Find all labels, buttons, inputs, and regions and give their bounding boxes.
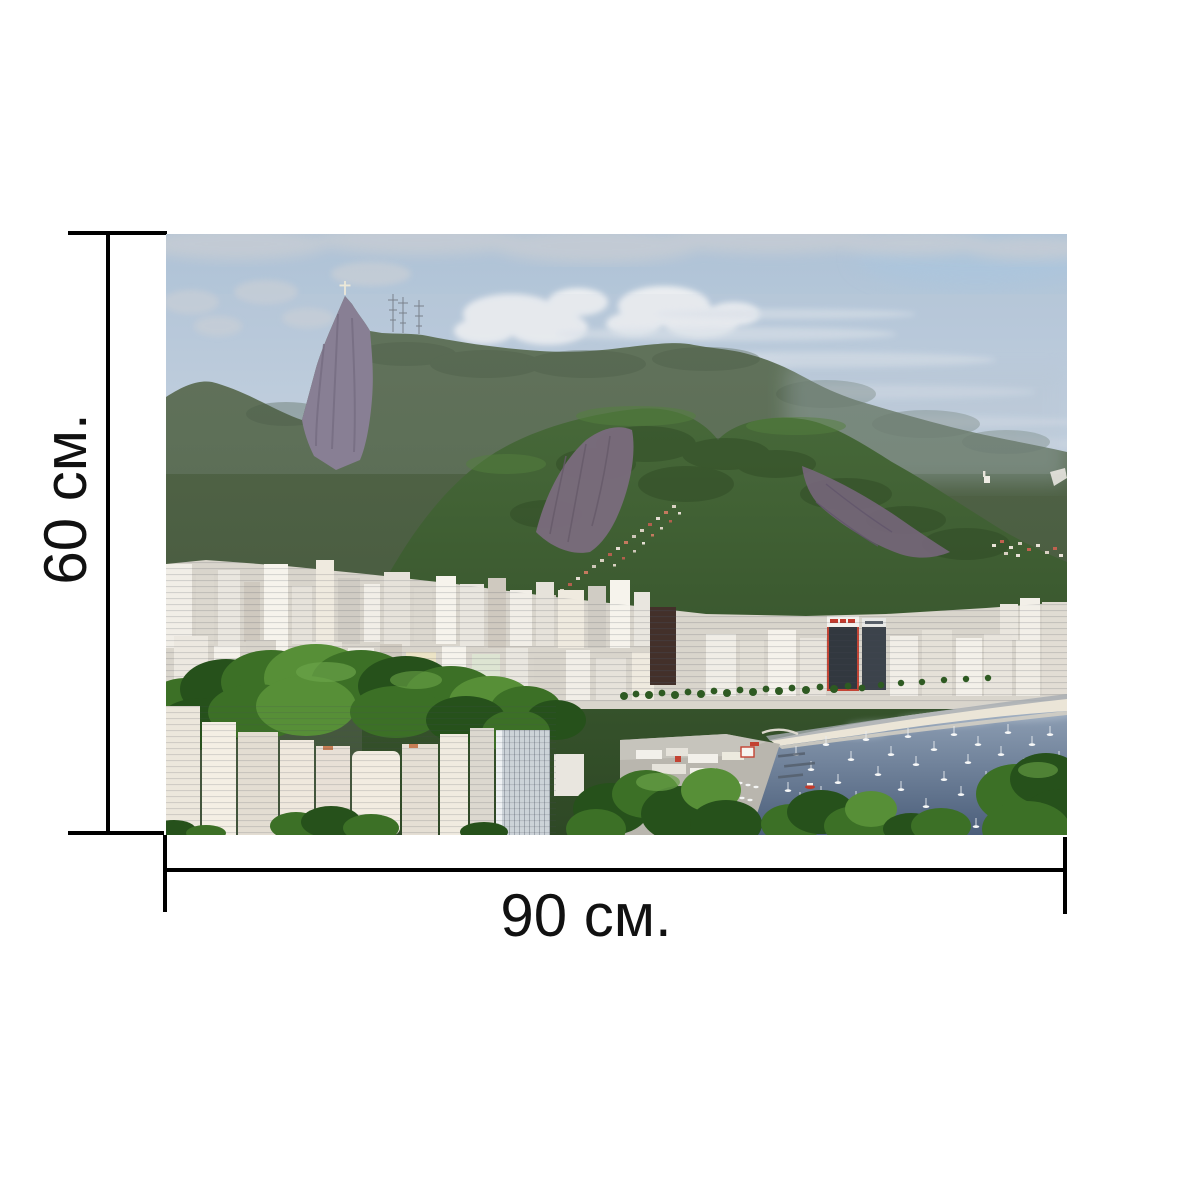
hillside-houses-right — [992, 540, 1063, 557]
avenue-trees — [620, 674, 992, 700]
marina-gate — [740, 742, 759, 758]
red-boat — [805, 783, 815, 789]
granite-face-left — [536, 427, 634, 553]
boats — [792, 723, 1066, 829]
hilltop-church — [983, 471, 990, 483]
width-dimension-right-tick — [1063, 837, 1067, 914]
height-dimension-top-tick — [68, 231, 167, 235]
rio-scene — [166, 234, 1067, 835]
granite-face-right — [802, 466, 950, 558]
foreground-buildings — [166, 706, 584, 835]
quarry-patch — [1050, 468, 1067, 486]
foreground-trees — [166, 753, 1067, 835]
promenade — [766, 694, 1067, 741]
jetty — [761, 728, 799, 736]
height-dimension-bottom-tick — [68, 831, 164, 835]
beach — [770, 699, 1067, 746]
christ-statue — [339, 281, 351, 295]
width-dimension-label: 90 см. — [500, 882, 672, 949]
poster-photo — [166, 234, 1067, 835]
height-dimension-line — [106, 231, 110, 833]
width-dimension-line — [165, 868, 1066, 872]
width-dimension-left-tick — [163, 835, 167, 912]
antenna-towers — [388, 294, 424, 334]
height-dimension-label: 60 см. — [32, 413, 99, 585]
